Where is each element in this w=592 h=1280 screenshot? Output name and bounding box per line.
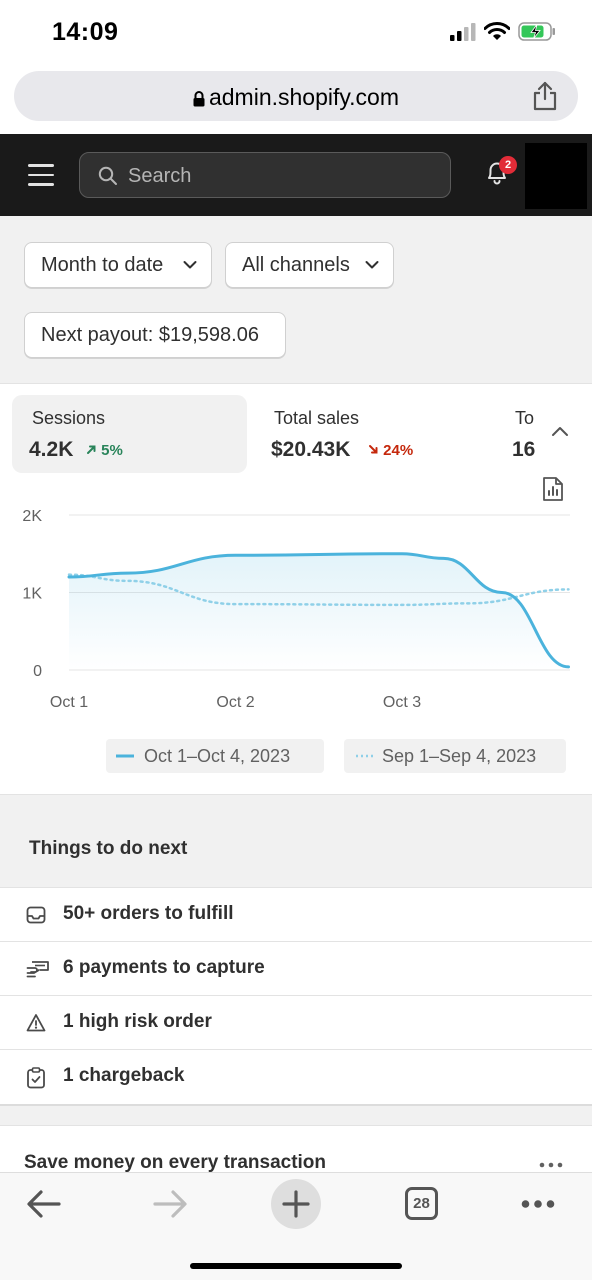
- payment-hand-icon: [26, 961, 49, 978]
- list-item[interactable]: 50+ orders to fulfill: [0, 888, 592, 942]
- status-bar: 14:09: [0, 0, 592, 66]
- series-area: [69, 553, 569, 670]
- things-to-do-list: 50+ orders to fulfill 6 payments to capt…: [0, 887, 592, 1106]
- x-tick-label: Oct 1: [50, 694, 88, 711]
- legend-label: Sep 1–Sep 4, 2023: [382, 746, 537, 766]
- browser-toolbar: 28: [0, 1172, 592, 1280]
- date-range-label: Month to date: [41, 254, 164, 276]
- metric-value: $20.43K: [271, 438, 351, 461]
- avatar[interactable]: [525, 143, 587, 209]
- chevron-down-icon: [183, 261, 197, 269]
- bell-icon[interactable]: [485, 160, 509, 186]
- status-icons: [450, 22, 556, 41]
- next-payout-label: Next payout: $19,598.06: [41, 324, 259, 346]
- metric-label: Sessions: [32, 408, 106, 428]
- back-arrow-icon[interactable]: [26, 1189, 62, 1219]
- next-payout-button[interactable]: Next payout: $19,598.06: [24, 312, 286, 358]
- arrow-up-right-icon: [87, 445, 96, 454]
- new-tab-button[interactable]: [271, 1179, 321, 1229]
- more-options-icon[interactable]: [521, 1199, 555, 1209]
- list-item[interactable]: 1 chargeback: [0, 1050, 592, 1104]
- metric-truncated[interactable]: To 16: [512, 408, 536, 461]
- lock-icon: [193, 91, 205, 107]
- y-tick-label: 0: [33, 663, 42, 680]
- metric-value: 4.2K: [29, 438, 74, 461]
- search-placeholder: Search: [128, 165, 192, 187]
- share-icon[interactable]: [532, 81, 558, 111]
- metric-delta: 24%: [368, 442, 413, 459]
- list-item-label: 1 chargeback: [63, 1065, 185, 1086]
- battery-charging-icon: [518, 22, 555, 41]
- chevron-up-icon[interactable]: [548, 424, 572, 440]
- y-tick-label: 2K: [22, 508, 42, 525]
- list-item-label: 50+ orders to fulfill: [63, 903, 234, 924]
- metric-label: Total sales: [274, 408, 360, 428]
- list-item-label: 6 payments to capture: [63, 957, 265, 978]
- legend-item-current[interactable]: Oct 1–Oct 4, 2023: [106, 739, 324, 773]
- y-tick-label: 1K: [22, 586, 42, 603]
- x-tick-label: Oct 2: [216, 694, 254, 711]
- legend-item-previous[interactable]: Sep 1–Sep 4, 2023: [344, 739, 566, 773]
- series-line-previous: [67, 573, 570, 607]
- promo-title: Save money on every transaction: [24, 1152, 327, 1173]
- date-range-dropdown[interactable]: Month to date: [24, 242, 212, 288]
- notification-badge: 2: [499, 156, 517, 174]
- legend-label: Oct 1–Oct 4, 2023: [144, 746, 291, 766]
- channels-dropdown[interactable]: All channels: [225, 242, 394, 288]
- search-input[interactable]: Search: [79, 152, 451, 198]
- x-tick-label: Oct 3: [383, 694, 421, 711]
- list-item-label: 1 high risk order: [63, 1011, 212, 1032]
- menu-icon[interactable]: [28, 164, 54, 186]
- admin-top-bar: Search: [0, 134, 592, 216]
- legend-dotted-line: [356, 754, 374, 758]
- home-indicator: [190, 1263, 402, 1269]
- alert-triangle-icon: [26, 1014, 46, 1032]
- metric-sessions[interactable]: Sessions 4.2K 5%: [12, 395, 247, 473]
- sessions-chart: 2K 1K 0 Oct 1 Oct 2 Oct 3: [22, 508, 570, 711]
- series-line-current: [67, 552, 570, 669]
- metric-delta: 5%: [86, 442, 123, 459]
- list-item[interactable]: 6 payments to capture: [0, 942, 592, 996]
- legend-solid-line: [116, 754, 134, 758]
- things-to-do-title: Things to do next: [29, 838, 188, 859]
- chevron-down-icon: [365, 261, 379, 269]
- wifi-icon: [484, 22, 510, 40]
- arrow-down-right-icon: [369, 445, 378, 454]
- url-text: admin.shopify.com: [208, 84, 400, 110]
- browser-address-area: admin.shopify.com: [0, 66, 592, 134]
- clipboard-check-icon: [27, 1067, 45, 1089]
- address-bar[interactable]: admin.shopify.com: [14, 71, 578, 121]
- forward-arrow-icon[interactable]: [152, 1189, 188, 1219]
- tabs-button[interactable]: 28: [405, 1187, 438, 1220]
- status-time: 14:09: [52, 18, 119, 46]
- cellular-signal-icon: [450, 22, 476, 41]
- more-horizontal-icon[interactable]: [539, 1162, 563, 1168]
- report-icon[interactable]: [542, 476, 564, 502]
- inbox-icon: [26, 906, 46, 924]
- search-icon: [98, 166, 117, 185]
- list-item[interactable]: 1 high risk order: [0, 996, 592, 1050]
- plus-icon: [282, 1190, 310, 1218]
- analytics-card: Sessions 4.2K 5% Total sales $20.43K 24%…: [0, 383, 592, 795]
- channels-label: All channels: [242, 254, 350, 276]
